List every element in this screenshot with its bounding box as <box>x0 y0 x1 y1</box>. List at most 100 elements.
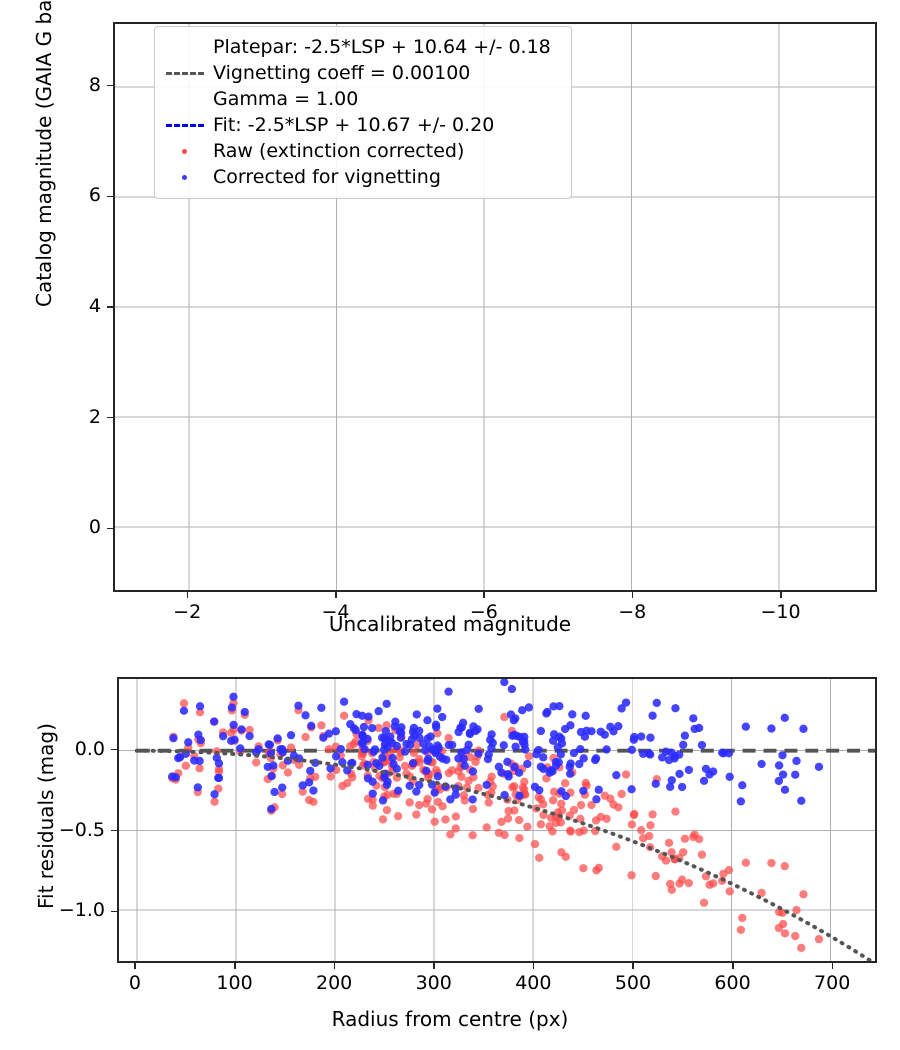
data-point <box>306 766 315 775</box>
data-point <box>600 791 609 800</box>
series-raw-extinction-corrected <box>168 698 824 952</box>
data-point <box>697 740 707 750</box>
data-point <box>408 759 418 768</box>
data-point <box>324 745 334 754</box>
data-point <box>468 795 477 804</box>
legend-entry-gamma: Gamma = 1.00 <box>165 86 561 112</box>
data-point <box>557 806 567 815</box>
data-point <box>319 733 328 742</box>
data-point <box>368 777 377 786</box>
legend-label-corrected: Corrected for vignetting <box>213 165 441 188</box>
data-point <box>195 702 205 711</box>
data-point <box>474 783 483 793</box>
data-point <box>374 723 383 733</box>
data-point <box>554 758 563 767</box>
data-point <box>451 790 460 799</box>
x-tick-mark <box>632 963 634 969</box>
data-point <box>539 753 548 762</box>
data-point <box>195 764 204 773</box>
data-point <box>383 742 392 752</box>
x-tick-mark <box>333 963 336 969</box>
data-point <box>415 754 424 764</box>
top-x-axis-label: Uncalibrated magnitude <box>328 612 572 636</box>
data-point <box>267 771 276 781</box>
data-point <box>534 745 543 755</box>
data-point <box>446 795 455 804</box>
data-point <box>433 797 443 807</box>
data-point <box>494 762 504 771</box>
legend[interactable]: Platepar: -2.5*LSP + 10.64 +/- 0.18 Vign… <box>154 26 572 199</box>
data-point <box>431 720 441 729</box>
data-point <box>778 770 788 779</box>
data-point <box>671 704 680 713</box>
x-tick-label: −8 <box>618 601 647 623</box>
data-point <box>358 738 368 747</box>
data-point <box>240 707 249 717</box>
data-point <box>774 907 784 917</box>
data-point <box>503 814 513 823</box>
data-point <box>503 757 512 766</box>
data-point <box>326 772 335 781</box>
data-point <box>245 731 254 741</box>
data-point <box>757 888 766 898</box>
data-point <box>560 779 570 788</box>
data-point <box>627 871 636 880</box>
data-point <box>458 718 468 727</box>
y-tick-label: 8 <box>88 73 101 96</box>
data-point <box>524 752 534 761</box>
data-point <box>651 871 660 881</box>
data-point <box>557 739 567 748</box>
data-point <box>484 750 493 759</box>
data-point <box>391 717 400 726</box>
data-point <box>459 791 469 800</box>
data-point <box>304 778 314 787</box>
data-point <box>587 800 596 810</box>
data-point <box>468 804 478 814</box>
data-point <box>433 704 442 713</box>
x-tick-label: −4 <box>321 601 350 623</box>
data-point <box>352 710 361 719</box>
data-point <box>546 813 556 822</box>
data-point <box>657 753 667 762</box>
data-point <box>298 781 307 790</box>
data-point <box>799 724 808 733</box>
data-point <box>412 710 421 719</box>
y-tick-mark <box>107 416 113 419</box>
data-point <box>736 797 746 806</box>
data-point <box>444 733 453 743</box>
data-point <box>638 834 648 843</box>
data-point <box>227 728 236 737</box>
data-point <box>488 738 497 748</box>
data-point <box>179 706 189 715</box>
data-point <box>468 767 478 776</box>
data-point <box>195 708 205 717</box>
data-point <box>675 750 684 759</box>
x-tick-label: 100 <box>216 972 253 994</box>
data-point <box>307 721 316 730</box>
data-point <box>283 768 293 777</box>
data-point <box>190 756 199 765</box>
data-point <box>378 753 387 762</box>
data-point <box>451 812 461 821</box>
data-point <box>346 741 355 751</box>
legend-entry-raw: Raw (extinction corrected) <box>165 138 561 164</box>
data-point <box>627 785 636 794</box>
data-point <box>446 830 455 839</box>
data-point <box>575 827 584 837</box>
data-point <box>462 745 472 755</box>
bottom-x-axis-label: Radius from centre (px) <box>331 1007 569 1031</box>
data-point <box>565 769 575 778</box>
data-point <box>699 776 709 786</box>
x-tick-label: −6 <box>469 601 498 623</box>
data-point <box>422 799 431 808</box>
y-tick-mark <box>107 306 113 308</box>
data-point <box>510 730 519 739</box>
data-point <box>304 795 314 805</box>
red-dot-marker-icon <box>165 141 205 161</box>
data-point <box>637 732 646 741</box>
data-point <box>637 826 646 835</box>
legend-handle-none-icon <box>165 37 205 57</box>
data-point <box>648 711 657 720</box>
data-point <box>646 821 655 830</box>
